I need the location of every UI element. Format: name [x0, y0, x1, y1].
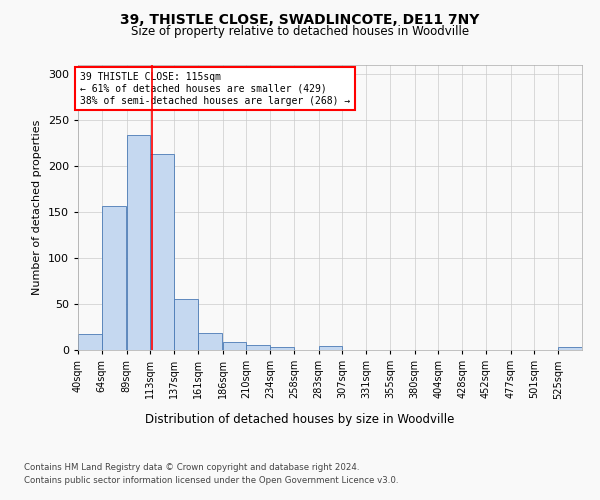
Bar: [270, 347, 294, 350]
Bar: [151, 154, 174, 350]
Text: 39 THISTLE CLOSE: 115sqm
← 61% of detached houses are smaller (429)
38% of semi-: 39 THISTLE CLOSE: 115sqm ← 61% of detach…: [80, 72, 350, 106]
Bar: [319, 346, 342, 350]
Text: Contains public sector information licensed under the Open Government Licence v3: Contains public sector information licen…: [24, 476, 398, 485]
Text: 39, THISTLE CLOSE, SWADLINCOTE, DE11 7NY: 39, THISTLE CLOSE, SWADLINCOTE, DE11 7NY: [121, 12, 479, 26]
Text: Size of property relative to detached houses in Woodville: Size of property relative to detached ho…: [131, 25, 469, 38]
Bar: [174, 298, 197, 350]
Bar: [559, 347, 582, 350]
Bar: [223, 342, 246, 350]
Bar: [247, 346, 270, 350]
Bar: [102, 206, 127, 350]
Text: Contains HM Land Registry data © Crown copyright and database right 2024.: Contains HM Land Registry data © Crown c…: [24, 462, 359, 471]
Text: Distribution of detached houses by size in Woodville: Distribution of detached houses by size …: [145, 412, 455, 426]
Bar: [78, 334, 101, 350]
Bar: [198, 332, 223, 350]
Y-axis label: Number of detached properties: Number of detached properties: [32, 120, 42, 295]
Bar: [127, 135, 150, 350]
